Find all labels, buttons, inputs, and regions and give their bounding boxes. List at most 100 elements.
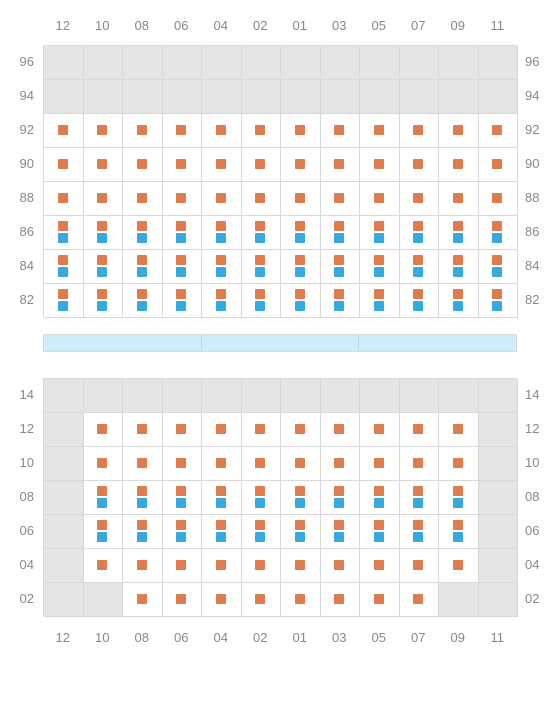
marker-blue — [453, 301, 463, 311]
marker-orange — [295, 594, 305, 604]
marker-orange — [255, 594, 265, 604]
marker-blue — [334, 301, 344, 311]
marker-orange — [413, 125, 423, 135]
row-label-left: 02 — [10, 591, 34, 606]
marker-orange — [374, 289, 384, 299]
marker-orange — [295, 125, 305, 135]
marker-blue — [97, 233, 107, 243]
grid-cell — [479, 515, 519, 549]
grid-cell — [44, 80, 84, 114]
marker-orange — [413, 520, 423, 530]
marker-orange — [413, 594, 423, 604]
marker-orange — [176, 159, 186, 169]
marker-orange — [97, 255, 107, 265]
marker-orange — [176, 424, 186, 434]
marker-orange — [334, 486, 344, 496]
marker-orange — [176, 594, 186, 604]
marker-orange — [374, 520, 384, 530]
marker-blue — [492, 233, 502, 243]
grid-cell — [321, 46, 361, 80]
marker-orange — [334, 221, 344, 231]
marker-orange — [58, 221, 68, 231]
grid-cell — [242, 379, 282, 413]
marker-blue — [453, 532, 463, 542]
grid-cell — [44, 46, 84, 80]
grid-cell — [84, 583, 124, 617]
marker-blue — [137, 532, 147, 542]
marker-blue — [334, 532, 344, 542]
row-label-right: 84 — [525, 258, 549, 273]
marker-blue — [295, 301, 305, 311]
col-label-bottom: 10 — [87, 630, 117, 645]
marker-orange — [413, 560, 423, 570]
row-label-left: 96 — [10, 54, 34, 69]
marker-blue — [137, 301, 147, 311]
marker-orange — [334, 458, 344, 468]
marker-blue — [137, 267, 147, 277]
marker-orange — [97, 560, 107, 570]
marker-orange — [453, 289, 463, 299]
row-label-right: 02 — [525, 591, 549, 606]
marker-orange — [58, 193, 68, 203]
marker-orange — [216, 125, 226, 135]
marker-orange — [334, 560, 344, 570]
marker-orange — [176, 486, 186, 496]
marker-orange — [255, 255, 265, 265]
marker-blue — [97, 498, 107, 508]
marker-blue — [413, 532, 423, 542]
marker-orange — [334, 255, 344, 265]
marker-orange — [374, 486, 384, 496]
marker-blue — [255, 532, 265, 542]
marker-orange — [334, 520, 344, 530]
marker-blue — [413, 233, 423, 243]
marker-orange — [492, 255, 502, 265]
grid-cell — [242, 80, 282, 114]
marker-blue — [255, 498, 265, 508]
marker-blue — [137, 498, 147, 508]
marker-blue — [413, 301, 423, 311]
col-label-top: 09 — [443, 18, 473, 33]
grid-cell — [479, 447, 519, 481]
marker-orange — [334, 193, 344, 203]
marker-orange — [255, 159, 265, 169]
marker-orange — [453, 221, 463, 231]
marker-orange — [453, 560, 463, 570]
grid-cell — [439, 80, 479, 114]
col-label-top: 12 — [48, 18, 78, 33]
marker-blue — [97, 267, 107, 277]
marker-blue — [453, 267, 463, 277]
marker-orange — [137, 486, 147, 496]
marker-orange — [216, 221, 226, 231]
grid-zone — [43, 378, 517, 616]
marker-orange — [97, 520, 107, 530]
marker-orange — [374, 594, 384, 604]
marker-orange — [295, 424, 305, 434]
marker-blue — [216, 532, 226, 542]
divider-segment — [202, 335, 360, 351]
divider-band — [43, 334, 517, 352]
marker-orange — [137, 193, 147, 203]
marker-orange — [295, 193, 305, 203]
marker-blue — [374, 233, 384, 243]
marker-orange — [413, 221, 423, 231]
grid-cell — [321, 379, 361, 413]
marker-orange — [176, 458, 186, 468]
marker-blue — [492, 267, 502, 277]
marker-orange — [216, 560, 226, 570]
row-label-right: 96 — [525, 54, 549, 69]
marker-orange — [137, 520, 147, 530]
col-label-top: 04 — [206, 18, 236, 33]
row-label-right: 12 — [525, 421, 549, 436]
row-label-left: 14 — [10, 387, 34, 402]
divider-segment — [44, 335, 202, 351]
col-label-top: 08 — [127, 18, 157, 33]
marker-orange — [176, 193, 186, 203]
grid-cell — [360, 80, 400, 114]
row-label-left: 06 — [10, 523, 34, 538]
grid-cell — [479, 583, 519, 617]
grid-cell — [281, 379, 321, 413]
col-label-bottom: 03 — [324, 630, 354, 645]
grid-cell — [202, 379, 242, 413]
marker-orange — [453, 159, 463, 169]
marker-orange — [176, 560, 186, 570]
